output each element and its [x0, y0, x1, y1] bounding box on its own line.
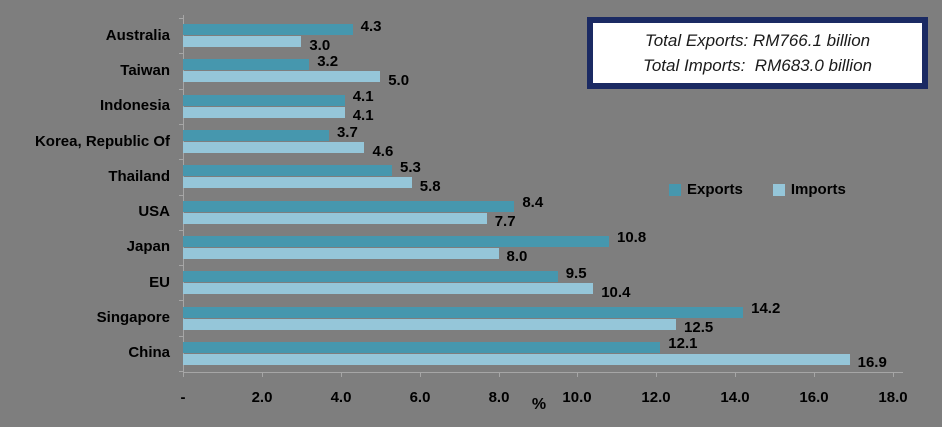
x-axis-tick [735, 372, 736, 377]
bar-imports-china [183, 353, 850, 365]
category-label-usa: USA [138, 203, 170, 220]
value-label-imports-japan: 8.0 [506, 248, 528, 266]
x-tick-label-14-0: 14.0 [720, 389, 750, 406]
bar-imports-korea-republic-of [183, 142, 365, 154]
category-label-korea-republic-of: Korea, Republic Of [34, 133, 170, 150]
value-label-imports-australia: 3.0 [309, 36, 331, 54]
value-label-exports-taiwan: 3.2 [317, 52, 339, 70]
totals-annotation-box: Total Exports: RM766.1 billion Total Imp… [587, 17, 928, 89]
x-tick-label-10-0: 10.0 [562, 389, 592, 406]
total-imports-text: Total Imports: RM683.0 billion [643, 56, 872, 75]
bar-exports-taiwan [183, 59, 310, 71]
category-label-australia: Australia [105, 27, 170, 44]
value-label-imports-taiwan: 5.0 [388, 71, 410, 89]
x-axis-tick [499, 372, 500, 377]
x-axis-tick [814, 372, 815, 377]
legend-label-exports: Exports [687, 181, 743, 198]
bar-imports-australia [183, 36, 302, 48]
legend-swatch-imports [772, 184, 785, 196]
x-axis-unit-label: % [531, 396, 547, 413]
value-label-exports-thailand: 5.3 [400, 158, 421, 176]
x-tick-label-8-0: 8.0 [488, 389, 510, 406]
x-axis-tick [420, 372, 421, 377]
value-label-imports-china: 16.9 [857, 354, 887, 372]
x-axis-tick [341, 372, 342, 377]
value-label-imports-usa: 7.7 [494, 213, 516, 231]
bar-exports-australia [183, 24, 353, 36]
x-tick-label-2-0: 2.0 [251, 389, 273, 406]
value-label-imports-indonesia: 4.1 [352, 107, 374, 125]
value-label-exports-indonesia: 4.1 [352, 88, 374, 106]
x-axis-tick [262, 372, 263, 377]
x-axis-tick [577, 372, 578, 377]
value-label-imports-singapore: 12.5 [684, 319, 714, 337]
x-axis-tick [656, 372, 657, 377]
y-axis-line [183, 15, 184, 373]
category-label-indonesia: Indonesia [99, 97, 170, 114]
total-exports-text: Total Exports: RM766.1 billion [644, 31, 871, 50]
y-axis-tick [179, 371, 183, 372]
x-axis-line [183, 372, 903, 373]
bar-imports-singapore [183, 318, 677, 330]
category-label-japan: Japan [126, 238, 170, 255]
bar-exports-japan [183, 235, 609, 247]
bar-imports-indonesia [183, 106, 345, 118]
y-axis-tick [179, 265, 183, 266]
bar-exports-korea-republic-of [183, 130, 329, 142]
x-tick-label-zero: - [180, 389, 186, 406]
x-axis-tick [183, 372, 184, 377]
bar-exports-thailand [183, 165, 393, 177]
value-label-exports-eu: 9.5 [565, 264, 587, 282]
y-axis-tick [179, 18, 183, 19]
value-label-exports-japan: 10.8 [617, 229, 647, 247]
bar-imports-taiwan [183, 71, 381, 83]
y-axis-tick [179, 300, 183, 301]
legend-item-imports: Imports [772, 181, 846, 198]
legend-swatch-exports [669, 184, 681, 196]
value-label-exports-korea-republic-of: 3.7 [336, 123, 358, 141]
y-axis-tick [179, 89, 183, 90]
bar-imports-thailand [183, 177, 412, 189]
bar-exports-china [183, 341, 661, 353]
bar-imports-usa [183, 212, 487, 224]
category-label-china: China [128, 344, 170, 361]
value-label-imports-korea-republic-of: 4.6 [372, 142, 394, 160]
x-tick-label-6-0: 6.0 [409, 389, 431, 406]
category-label-taiwan: Taiwan [120, 62, 170, 79]
legend-item-exports: Exports [669, 181, 743, 198]
bar-exports-usa [183, 200, 515, 212]
value-label-imports-eu: 10.4 [601, 283, 631, 301]
x-tick-label-12-0: 12.0 [641, 389, 671, 406]
value-label-exports-usa: 8.4 [522, 194, 544, 212]
legend-label-imports: Imports [790, 181, 846, 198]
value-label-exports-australia: 4.3 [360, 17, 382, 35]
x-tick-label-18-0: 18.0 [878, 389, 908, 406]
x-axis-tick [893, 372, 894, 377]
y-axis-tick [179, 336, 183, 337]
bar-exports-indonesia [183, 94, 345, 106]
value-label-exports-singapore: 14.2 [751, 300, 781, 318]
y-axis-tick [179, 195, 183, 196]
x-tick-label-4-0: 4.0 [330, 389, 352, 406]
chart-legend: Exports Imports [669, 181, 876, 198]
bar-exports-eu [183, 271, 558, 283]
bar-exports-singapore [183, 306, 744, 318]
category-label-singapore: Singapore [96, 309, 170, 326]
bar-imports-japan [183, 247, 499, 259]
y-axis-tick [179, 230, 183, 231]
value-label-imports-thailand: 5.8 [419, 177, 441, 195]
y-axis-tick [179, 159, 183, 160]
x-tick-label-16-0: 16.0 [799, 389, 829, 406]
value-label-exports-china: 12.1 [668, 335, 698, 353]
y-axis-tick [179, 124, 183, 125]
bar-imports-eu [183, 283, 594, 295]
category-label-thailand: Thailand [108, 168, 170, 185]
category-label-eu: EU [149, 274, 170, 291]
y-axis-tick [179, 53, 183, 54]
